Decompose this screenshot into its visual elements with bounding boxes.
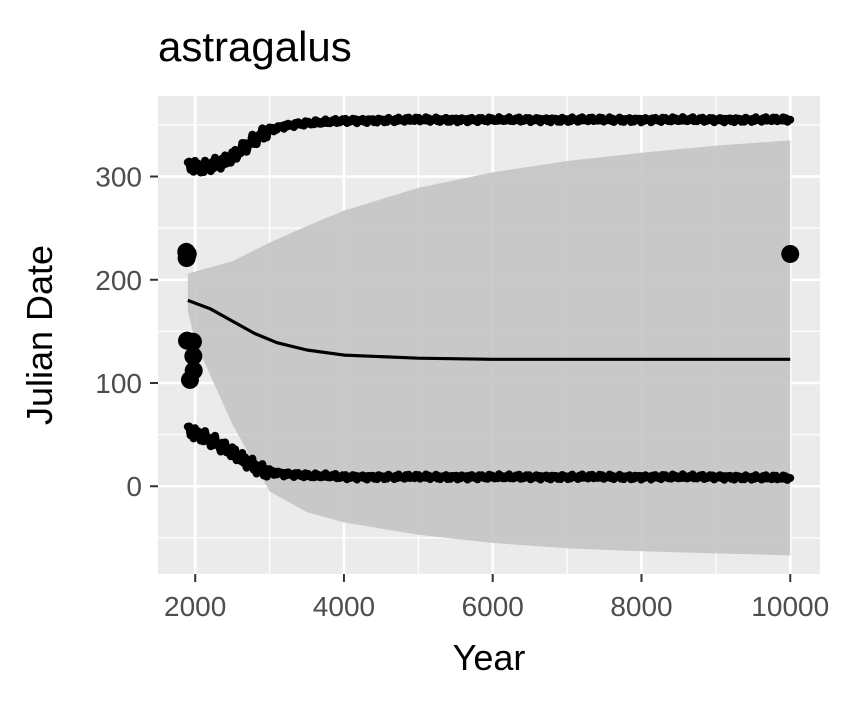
data-point [184, 361, 203, 380]
x-tick-label: 2000 [164, 591, 226, 622]
data-point [178, 244, 197, 263]
y-axis-title: Julian Date [19, 245, 60, 425]
x-tick-label: 6000 [462, 591, 524, 622]
y-tick-label: 200 [95, 265, 142, 296]
x-tick-label: 8000 [610, 591, 672, 622]
fit-line-layer [187, 298, 791, 361]
fit-line [187, 298, 791, 361]
chart-title: astragalus [158, 23, 352, 70]
x-axis-title: Year [453, 637, 526, 678]
confidence-ribbon-layer [187, 140, 791, 556]
y-tick-label: 300 [95, 162, 142, 193]
y-tick-label: 0 [126, 471, 142, 502]
upper-point-band [183, 113, 795, 177]
data-point [781, 244, 800, 263]
y-tick-label: 100 [95, 368, 142, 399]
x-axis: 2000 4000 6000 8000 10000 [164, 574, 829, 622]
data-point [183, 332, 202, 351]
x-tick-label: 4000 [313, 591, 375, 622]
confidence-ribbon [187, 140, 791, 556]
x-tick-label: 10000 [751, 591, 829, 622]
data-points-layer [177, 242, 800, 389]
data-bands-layer [183, 113, 795, 484]
y-axis: 0 100 200 300 [95, 162, 158, 502]
lower-point-band [183, 422, 795, 484]
data-point [184, 347, 203, 366]
